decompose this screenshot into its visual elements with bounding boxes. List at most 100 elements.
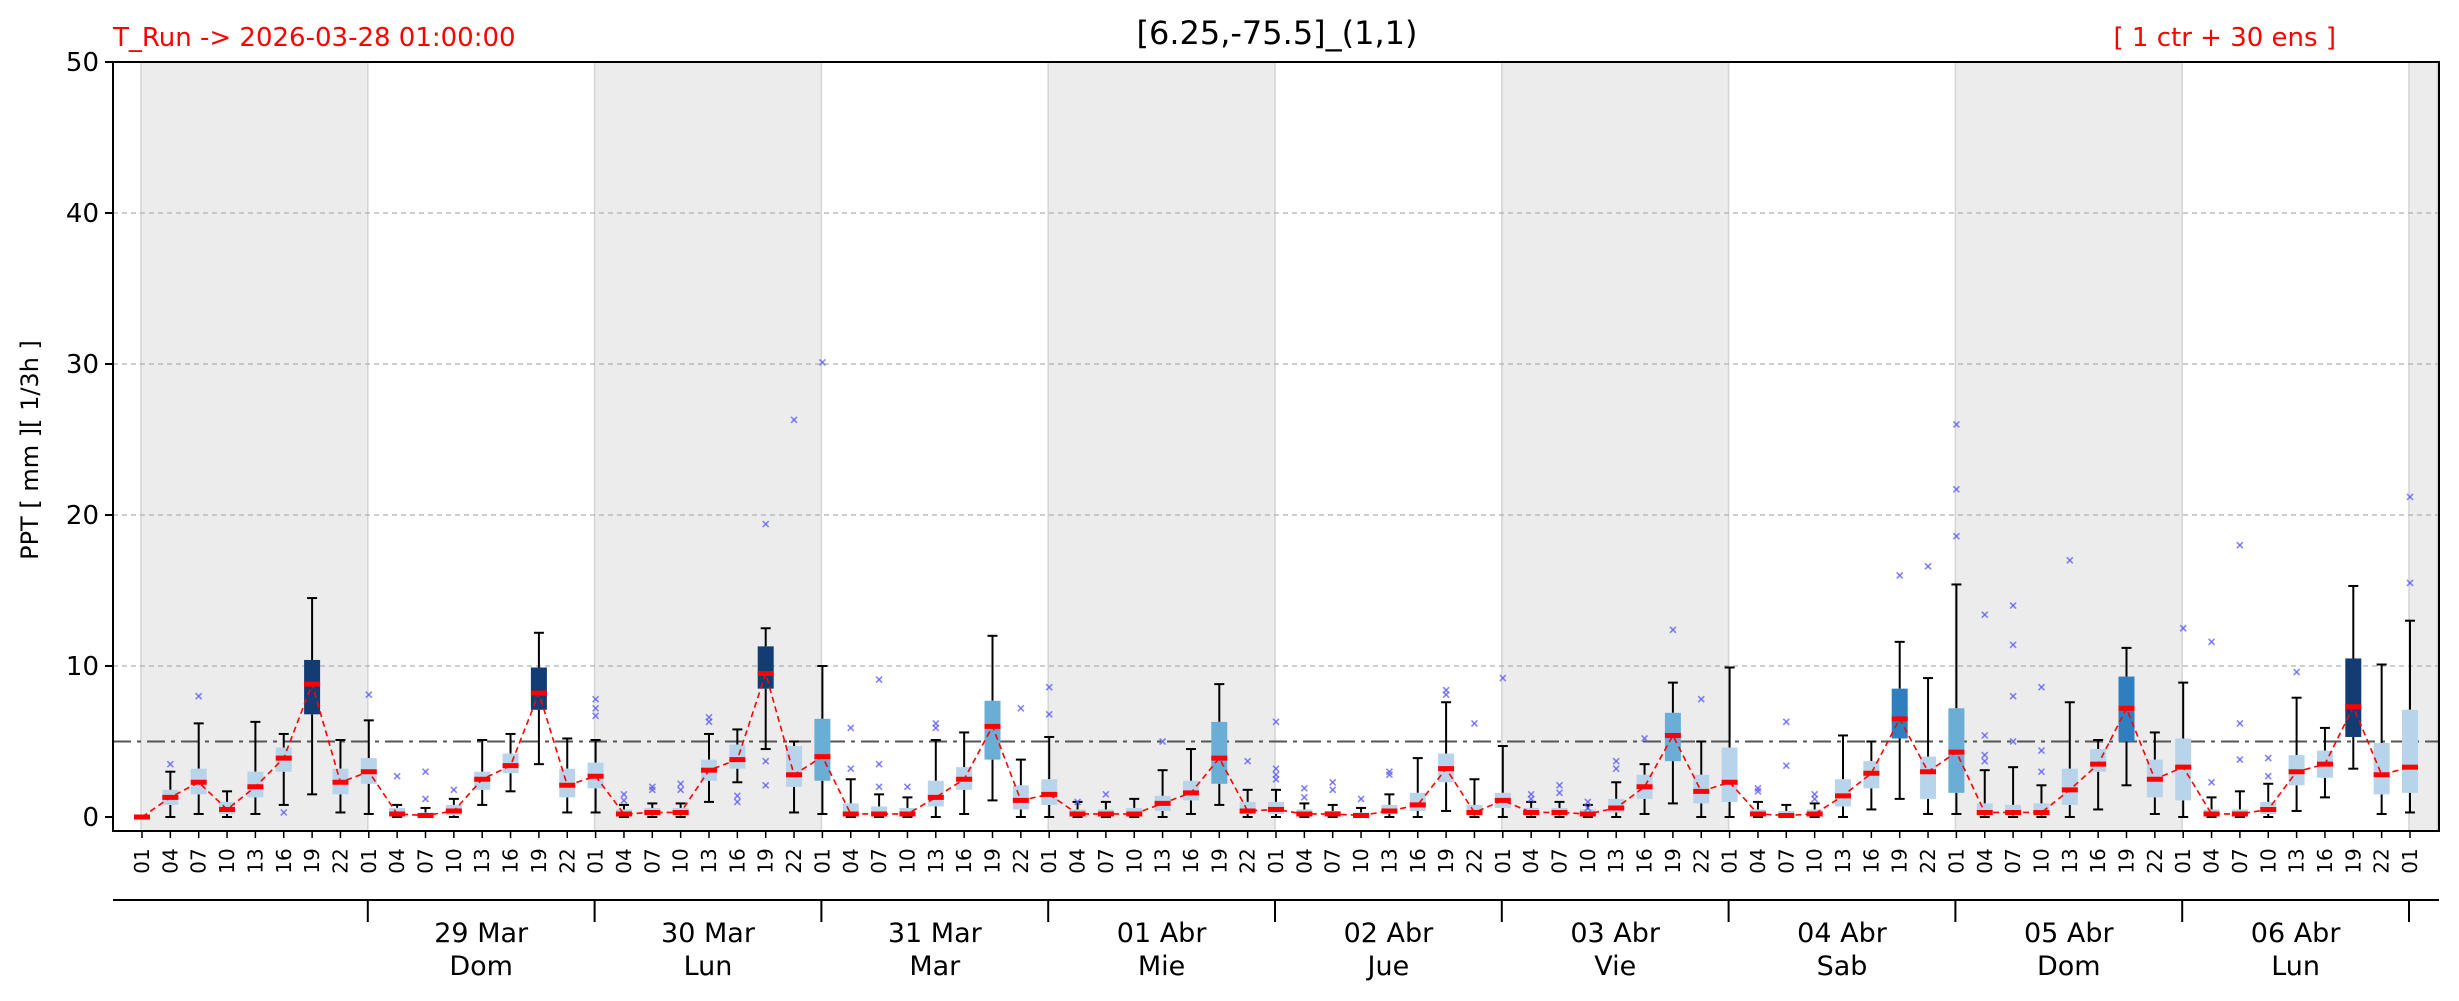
boxplot-68 (2061, 701, 2078, 818)
outlier (592, 695, 600, 703)
y-gridlines (113, 212, 2439, 667)
x-tick-label: 07 (867, 848, 891, 873)
box-iqr (2402, 709, 2418, 793)
outlier (1357, 795, 1365, 803)
x-tick-label: 01 (1491, 848, 1515, 873)
outlier (1442, 691, 1450, 699)
boxplot-21 (729, 728, 746, 784)
outlier (1300, 784, 1308, 792)
outlier (1584, 798, 1592, 806)
box-iqr (1409, 792, 1426, 811)
outlier (2406, 493, 2414, 501)
outlier (1499, 674, 1507, 682)
box-iqr (757, 646, 774, 689)
outlier (592, 704, 600, 712)
outlier (1329, 786, 1337, 794)
y-tick-label: 50 (66, 48, 99, 78)
outlier (648, 786, 656, 794)
outlier (1272, 765, 1280, 773)
day-date-label: 31 Mar (888, 918, 983, 949)
outlier (1555, 781, 1564, 789)
x-tick-label: 04 (839, 848, 863, 873)
outlier (2009, 602, 2017, 610)
outlier (2293, 668, 2301, 676)
day-date-label: 03 Abr (1570, 918, 1661, 949)
x-tick-label: 22 (1916, 848, 1940, 873)
x-tick-label: 16 (2086, 848, 2110, 873)
box-iqr (814, 718, 831, 781)
x-tick-label: 13 (1604, 848, 1628, 873)
boxplot-12 (474, 738, 491, 806)
x-tick-label: 13 (243, 848, 267, 873)
x-tick-label: 13 (1831, 848, 1855, 873)
box-iqr (2373, 743, 2390, 795)
outlier (875, 676, 883, 684)
outlier (1159, 737, 1167, 746)
outlier (903, 783, 912, 791)
outlier (762, 520, 770, 528)
x-tick-label: 22 (1009, 848, 1033, 873)
outlier (620, 796, 628, 804)
outlier (1640, 734, 1649, 743)
outlier (592, 712, 600, 720)
outlier (195, 692, 203, 700)
day-shading-bands (140, 62, 2439, 831)
outlier (1329, 778, 1337, 786)
outlier (2037, 746, 2046, 755)
day-date-label: 04 Abr (1797, 918, 1888, 949)
boxplot-46 (1438, 701, 1455, 812)
boxplot-22 (757, 627, 774, 751)
outlier (2236, 541, 2244, 549)
boxplot-38 (1211, 683, 1228, 806)
box-iqr (1211, 721, 1228, 784)
x-tick-label: 04 (158, 848, 182, 873)
outlier (875, 760, 883, 768)
y-tick-label: 10 (66, 652, 99, 682)
outlier (1952, 485, 1960, 493)
box-iqr (1012, 785, 1029, 810)
boxplot-76 (2288, 696, 2305, 812)
outlier (1045, 710, 1053, 718)
day-weekday-label: Vie (1594, 951, 1636, 982)
x-tick-label: 22 (782, 848, 806, 873)
outlier (1300, 793, 1308, 801)
outlier (450, 786, 458, 794)
x-tick-label: 07 (640, 848, 664, 873)
box-iqr (1891, 688, 1908, 739)
x-tick-label: 13 (924, 848, 948, 873)
boxplot-6 (304, 597, 321, 796)
x-tick-label: 01 (1037, 848, 1061, 873)
outlier (762, 781, 770, 789)
outlier (2066, 556, 2074, 564)
day-weekday-label: Jue (1366, 951, 1410, 982)
outlier (2264, 754, 2272, 762)
day-band (2409, 62, 2438, 831)
outlier (1981, 757, 1989, 765)
outlier (733, 798, 741, 806)
x-tick-label: 07 (1321, 848, 1345, 873)
box-iqr (1835, 779, 1851, 807)
box-iqr (1920, 756, 1937, 799)
x-tick-label: 04 (612, 848, 636, 873)
x-tick-label: 13 (697, 848, 721, 873)
day-date-label: 05 Abr (2024, 918, 2115, 949)
outlier (1782, 762, 1790, 770)
day-weekday-label: Dom (449, 951, 513, 982)
outlier (932, 724, 940, 732)
outlier (1782, 718, 1790, 726)
outlier (1754, 787, 1762, 795)
boxplot-45 (1409, 757, 1426, 818)
x-tick-label: 07 (2228, 848, 2252, 873)
x-tick-label: 01 (1718, 848, 1742, 873)
y-tick-label: 40 (66, 199, 99, 229)
x-tick-label: 10 (2256, 848, 2280, 873)
x-tick-label: 13 (2285, 848, 2309, 873)
boxplot-31 (1012, 758, 1029, 818)
outlier (1697, 695, 1705, 703)
x-tick-label: 16 (1406, 848, 1430, 873)
day-date-label: 01 Abr (1117, 918, 1208, 949)
boxplot-26 (871, 793, 888, 818)
outlier (1952, 420, 1960, 428)
y-axis-label: PPT [ mm ][ 1/3h ] (16, 340, 44, 560)
